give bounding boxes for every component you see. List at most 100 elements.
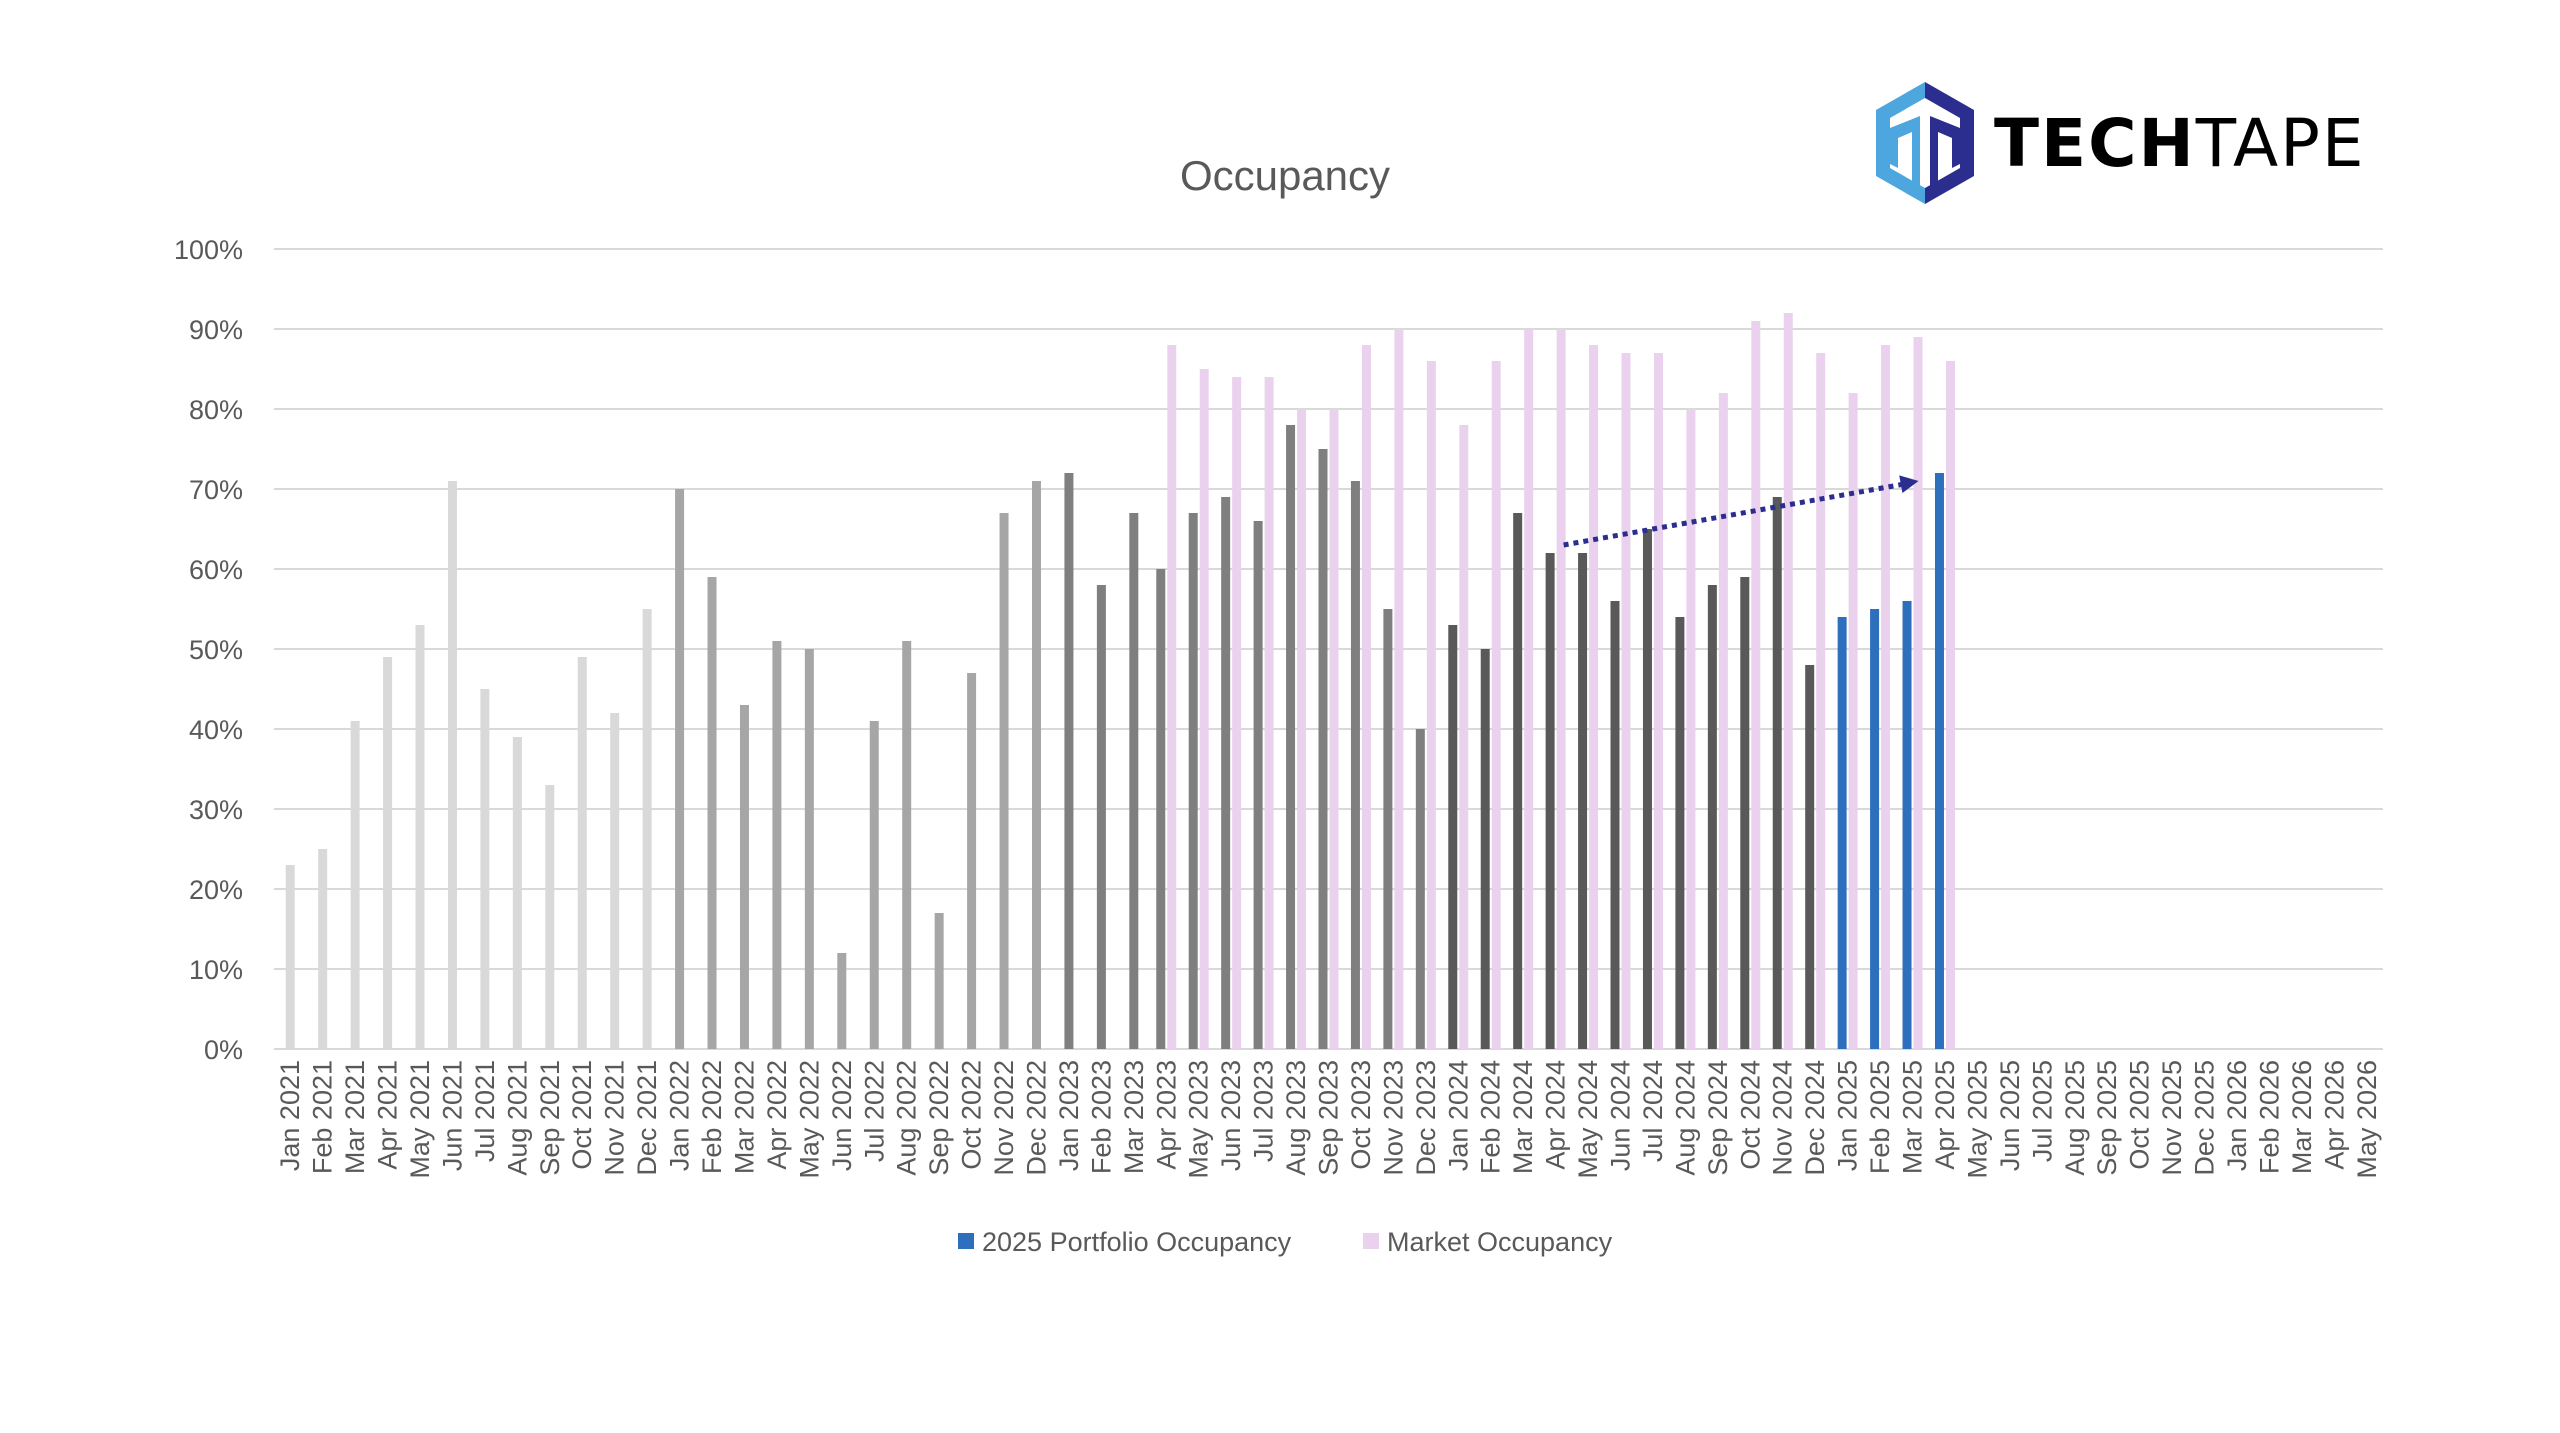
bar-portfolio (577, 657, 587, 1049)
trend-arrow-head-icon (1899, 475, 1919, 494)
x-tick-label: Oct 2024 (1735, 1060, 1765, 1170)
bar-market (1329, 409, 1339, 1049)
y-tick-label: 100% (174, 235, 243, 265)
bar-market (1264, 377, 1274, 1049)
bar-portfolio (1545, 553, 1555, 1049)
bar-portfolio (837, 953, 847, 1049)
x-tick-label: Dec 2025 (2190, 1060, 2220, 1176)
x-tick-label: Mar 2025 (1898, 1060, 1928, 1174)
x-tick-label: Mar 2026 (2287, 1060, 2317, 1174)
bar-market (1167, 345, 1177, 1049)
bar-portfolio (480, 689, 490, 1049)
bar-portfolio (869, 721, 879, 1049)
techtape-logo: TECHTAPE (1870, 78, 2370, 208)
bar-portfolio (642, 609, 652, 1049)
bar-market (1718, 393, 1728, 1049)
x-tick-label: Jul 2021 (470, 1060, 500, 1162)
x-tick-label: Mar 2021 (340, 1060, 370, 1174)
bar-portfolio (967, 673, 977, 1049)
legend-swatch-market (1363, 1233, 1379, 1249)
bar-market (1459, 425, 1469, 1049)
x-tick-label: Jun 2024 (1606, 1060, 1636, 1171)
x-tick-label: Apr 2021 (373, 1060, 403, 1170)
trend-arrow-line (1563, 481, 1905, 548)
bar-portfolio (1064, 473, 1074, 1049)
bar-portfolio (1772, 497, 1782, 1049)
bar-market (1524, 329, 1534, 1049)
bar-portfolio (1415, 729, 1425, 1049)
bar-portfolio (1870, 609, 1880, 1049)
x-tick-label: Oct 2022 (957, 1060, 987, 1170)
x-tick-label: Mar 2023 (1119, 1060, 1149, 1174)
x-tick-label: Aug 2022 (892, 1060, 922, 1176)
bar-portfolio (1707, 585, 1717, 1049)
x-tick-label: Sep 2025 (2092, 1060, 2122, 1176)
bar-market (1232, 377, 1242, 1049)
bar-portfolio (350, 721, 360, 1049)
bar-portfolio (772, 641, 782, 1049)
bar-market (1297, 409, 1307, 1049)
y-tick-label: 40% (189, 715, 243, 745)
x-tick-label: Oct 2023 (1346, 1060, 1376, 1170)
x-tick-label: Sep 2022 (924, 1060, 954, 1176)
bar-portfolio (1318, 449, 1328, 1049)
y-tick-label: 0% (204, 1035, 243, 1065)
bar-portfolio (1902, 601, 1912, 1049)
bar-portfolio (1350, 481, 1360, 1049)
x-tick-label: May 2025 (1962, 1060, 1992, 1179)
x-tick-label: Jan 2021 (275, 1060, 305, 1171)
y-tick-label: 70% (189, 475, 243, 505)
bar-portfolio (318, 849, 328, 1049)
bar-market (1491, 361, 1501, 1049)
x-tick-label: Jul 2023 (1249, 1060, 1279, 1162)
bar-market (1945, 361, 1955, 1049)
x-tick-label: Dec 2021 (632, 1060, 662, 1176)
bar-portfolio (902, 641, 912, 1049)
bar-portfolio (1448, 625, 1458, 1049)
bar-portfolio (1934, 473, 1944, 1049)
x-tick-label: Feb 2026 (2254, 1060, 2284, 1174)
x-tick-label: Jan 2026 (2222, 1060, 2252, 1171)
bar-portfolio (447, 481, 457, 1049)
bar-portfolio (1740, 577, 1750, 1049)
bar-portfolio (610, 713, 620, 1049)
x-tick-label: Aug 2023 (1281, 1060, 1311, 1176)
legend: 2025 Portfolio Occupancy Market Occupanc… (958, 1227, 1613, 1257)
bar-portfolio (1383, 609, 1393, 1049)
y-tick-label: 80% (189, 395, 243, 425)
x-tick-label: Oct 2021 (567, 1060, 597, 1170)
x-tick-label: May 2022 (794, 1060, 824, 1179)
bar-market (1653, 353, 1663, 1049)
bar-market (1426, 361, 1436, 1049)
bar-portfolio (1642, 529, 1652, 1049)
x-tick-label: Dec 2024 (1800, 1060, 1830, 1176)
bar-portfolio (1188, 513, 1198, 1049)
bar-market (1394, 329, 1404, 1049)
bar-portfolio (415, 625, 425, 1049)
x-tick-label: Sep 2021 (535, 1060, 565, 1176)
x-tick-label: Sep 2023 (1314, 1060, 1344, 1176)
x-tick-label: Sep 2024 (1703, 1060, 1733, 1176)
x-tick-label: Jul 2022 (859, 1060, 889, 1162)
chart-title: Occupancy (1180, 152, 1390, 199)
bar-portfolio (1031, 481, 1041, 1049)
x-tick-label: Feb 2022 (697, 1060, 727, 1174)
x-tick-label: Feb 2023 (1086, 1060, 1116, 1174)
bar-portfolio (804, 649, 814, 1049)
bar-portfolio (707, 577, 717, 1049)
bar-portfolio (1096, 585, 1106, 1049)
bar-portfolio (675, 489, 685, 1049)
bar-portfolio (999, 513, 1009, 1049)
x-tick-label: Mar 2022 (729, 1060, 759, 1174)
bar-market (1783, 313, 1793, 1049)
y-tick-label: 30% (189, 795, 243, 825)
x-tick-label: Dec 2023 (1411, 1060, 1441, 1176)
x-tick-label: Jan 2025 (1833, 1060, 1863, 1171)
x-tick-label: Nov 2022 (989, 1060, 1019, 1176)
bar-portfolio (285, 865, 295, 1049)
bar-market (1589, 345, 1599, 1049)
x-tick-label: May 2024 (1573, 1060, 1603, 1179)
x-tick-label: Apr 2023 (1151, 1060, 1181, 1170)
x-tick-label: May 2021 (405, 1060, 435, 1179)
